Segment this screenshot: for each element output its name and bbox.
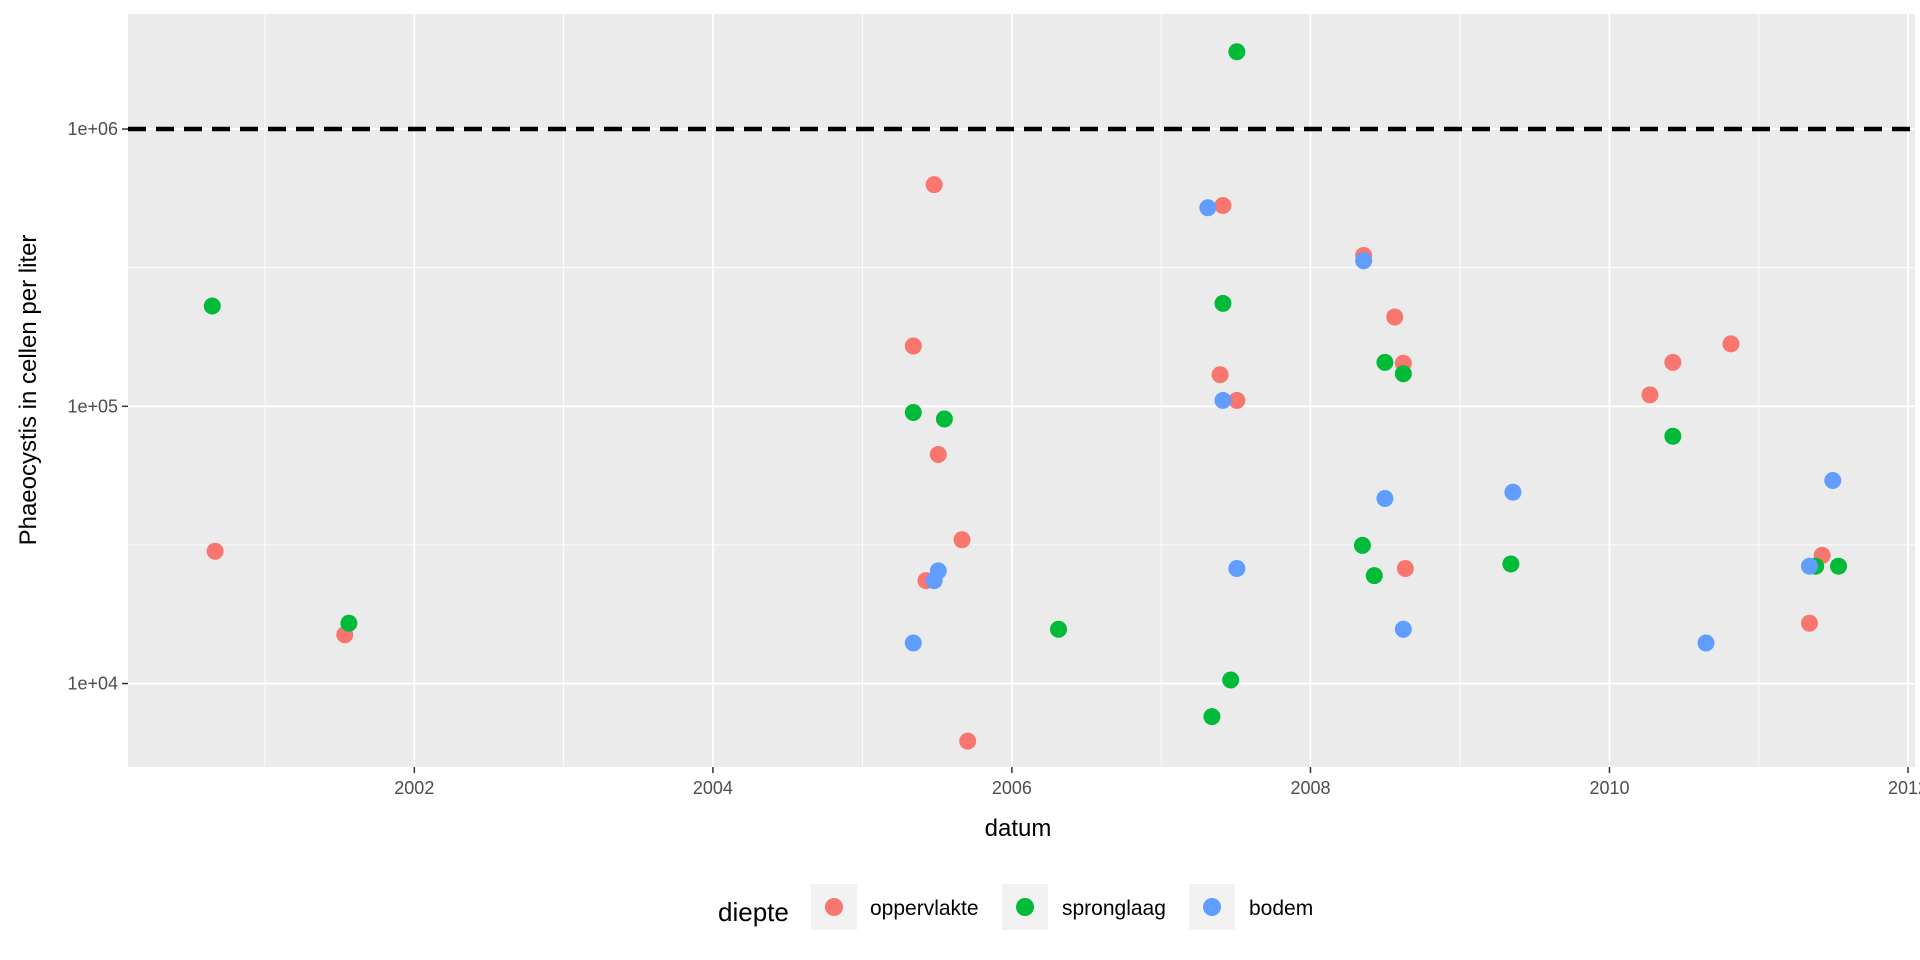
legend-label-oppervlakte: oppervlakte bbox=[870, 897, 979, 920]
data-point-oppervlakte bbox=[1214, 196, 1232, 214]
data-point-bodem bbox=[1355, 252, 1373, 270]
x-tick-label: 2002 bbox=[394, 778, 434, 798]
data-point-oppervlakte bbox=[1641, 386, 1659, 404]
y-tick-label: 1e+04 bbox=[67, 674, 118, 694]
data-point-bodem bbox=[1214, 391, 1232, 409]
data-point-oppervlakte bbox=[953, 531, 971, 549]
data-point-oppervlakte bbox=[1211, 366, 1229, 384]
x-axis: 2002 2004 2006 2008 2010 2012 bbox=[394, 767, 1920, 798]
data-point-bodem bbox=[929, 562, 947, 580]
data-point-spronglaag bbox=[1830, 557, 1848, 575]
plot-panel bbox=[128, 14, 1915, 767]
y-tick-label: 1e+06 bbox=[67, 119, 118, 139]
data-point-bodem bbox=[1376, 489, 1394, 507]
data-point-spronglaag bbox=[1376, 353, 1394, 371]
data-point-spronglaag bbox=[1664, 427, 1682, 445]
legend-title: diepte bbox=[718, 897, 789, 927]
data-point-spronglaag bbox=[1394, 365, 1412, 383]
legend-label-bodem: bodem bbox=[1249, 897, 1313, 920]
x-tick-label: 2006 bbox=[992, 778, 1032, 798]
data-point-spronglaag bbox=[1050, 620, 1068, 638]
y-axis: 1e+04 1e+05 1e+06 bbox=[67, 119, 128, 694]
data-point-bodem bbox=[1199, 199, 1217, 217]
legend-marker-bodem bbox=[1203, 898, 1221, 916]
x-tick-label: 2012 bbox=[1888, 778, 1920, 798]
data-point-spronglaag bbox=[1365, 567, 1383, 585]
minor-gridlines bbox=[128, 14, 1915, 767]
data-point-spronglaag bbox=[904, 403, 922, 421]
data-point-bodem bbox=[1824, 471, 1842, 489]
x-tick-label: 2004 bbox=[693, 778, 733, 798]
data-point-bodem bbox=[1697, 634, 1715, 652]
data-point-bodem bbox=[1228, 559, 1246, 577]
data-point-oppervlakte bbox=[1722, 335, 1740, 353]
y-axis-title: Phaeocystis in cellen per liter bbox=[15, 235, 42, 546]
data-point-spronglaag bbox=[1214, 294, 1232, 312]
data-point-oppervlakte bbox=[904, 337, 922, 355]
legend-marker-oppervlakte bbox=[825, 898, 843, 916]
data-point-spronglaag bbox=[935, 410, 953, 428]
data-point-spronglaag bbox=[1353, 536, 1371, 554]
data-point-spronglaag bbox=[1203, 708, 1221, 726]
data-point-bodem bbox=[1394, 620, 1412, 638]
x-axis-title: datum bbox=[985, 815, 1052, 842]
data-point-bodem bbox=[1504, 483, 1522, 501]
data-point-oppervlakte bbox=[1386, 308, 1404, 326]
legend-label-spronglaag: spronglaag bbox=[1062, 897, 1166, 920]
data-point-oppervlakte bbox=[206, 542, 224, 560]
data-point-oppervlakte bbox=[1664, 353, 1682, 371]
data-point-spronglaag bbox=[1222, 671, 1240, 689]
x-tick-label: 2010 bbox=[1589, 778, 1629, 798]
data-point-spronglaag bbox=[340, 614, 358, 632]
data-point-oppervlakte bbox=[1228, 391, 1246, 409]
legend-marker-spronglaag bbox=[1016, 898, 1034, 916]
data-points bbox=[203, 43, 1848, 750]
data-point-oppervlakte bbox=[1800, 614, 1818, 632]
data-point-spronglaag bbox=[1228, 43, 1246, 61]
legend: diepte oppervlakte spronglaag bodem bbox=[718, 884, 1313, 930]
y-tick-label: 1e+05 bbox=[67, 396, 118, 416]
data-point-oppervlakte bbox=[1396, 559, 1414, 577]
data-point-oppervlakte bbox=[929, 446, 947, 464]
data-point-spronglaag bbox=[1502, 555, 1520, 573]
data-point-oppervlakte bbox=[925, 176, 943, 194]
data-point-oppervlakte bbox=[959, 732, 977, 750]
x-tick-label: 2008 bbox=[1290, 778, 1330, 798]
major-gridlines bbox=[128, 14, 1915, 767]
data-point-bodem bbox=[904, 634, 922, 652]
data-point-spronglaag bbox=[203, 297, 221, 315]
data-point-bodem bbox=[1800, 557, 1818, 575]
